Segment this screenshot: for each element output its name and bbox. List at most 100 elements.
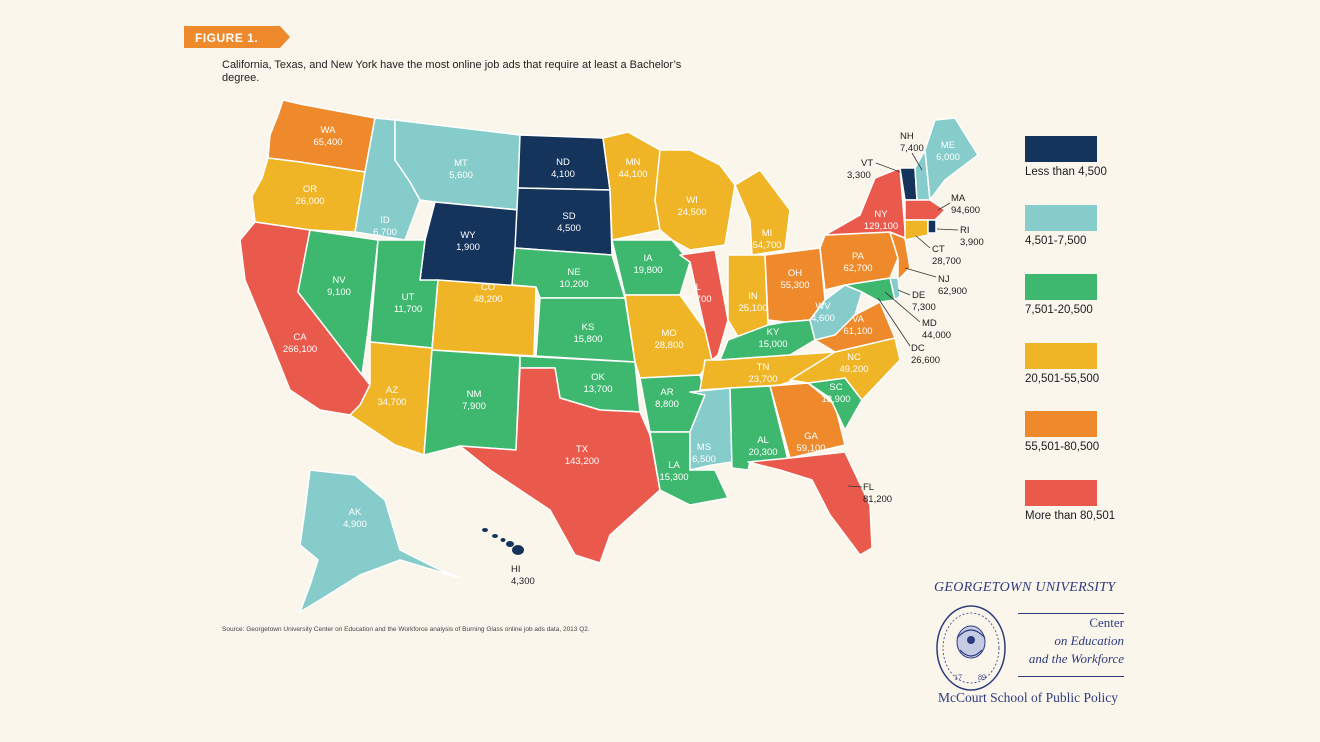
- leader-VT: [875, 162, 901, 173]
- label-OH: OH 55,300: [780, 268, 809, 291]
- label-SC: SC 13,900: [821, 382, 850, 405]
- label-NJ: NJ 62,900: [938, 274, 967, 297]
- seal-year-right: 89: [978, 673, 986, 682]
- legend-swatch: [1025, 136, 1097, 162]
- label-MD: MD 44,000: [922, 318, 951, 341]
- state-RI[interactable]: [927, 219, 937, 234]
- legend-item: More than 80,501: [1025, 480, 1165, 522]
- state-DE[interactable]: [889, 277, 901, 301]
- logo-rule-top: [1018, 613, 1124, 614]
- label-ND: ND 4,100: [551, 157, 575, 180]
- label-AR: AR 8,800: [655, 387, 679, 410]
- label-MO: MO 28,800: [654, 328, 683, 351]
- legend-item: Less than 4,500: [1025, 136, 1165, 178]
- label-MA: MA 94,600: [951, 193, 980, 216]
- figure-label: FIGURE 1.: [195, 31, 259, 45]
- leader-DC: [877, 297, 911, 347]
- label-DC: DC 26,600: [911, 343, 940, 366]
- state-CT[interactable]: [904, 219, 929, 241]
- label-KY: KY 15,000: [758, 327, 787, 350]
- label-VA: VA 61,100: [843, 314, 872, 337]
- legend-label: 7,501-20,500: [1025, 304, 1093, 316]
- leader-RI: [936, 228, 959, 231]
- label-NV: NV 9,100: [327, 275, 351, 298]
- label-CO: CO 48,200: [473, 282, 502, 305]
- state-IL[interactable]: [679, 249, 729, 361]
- label-KS: KS 15,800: [573, 322, 602, 345]
- source-note: Source: Georgetown University Center on …: [222, 626, 590, 633]
- leader-DE: [897, 289, 911, 296]
- state-AK[interactable]: [299, 469, 461, 613]
- legend-label: More than 80,501: [1025, 510, 1116, 522]
- legend-label: Less than 4,500: [1025, 166, 1107, 178]
- legend-item: 20,501-55,500: [1025, 343, 1165, 385]
- legend-swatch: [1025, 274, 1097, 300]
- georgetown-logo: GEORGETOWN UNIVERSITY 17 89 Center on Ed…: [934, 580, 1126, 705]
- university-seal-icon: 17 89: [936, 605, 1006, 691]
- label-ME: ME 6,000: [936, 140, 960, 163]
- state-HI[interactable]: [482, 528, 524, 555]
- leader-FL: [847, 485, 863, 488]
- label-MN: MN 44,100: [618, 157, 647, 180]
- legend-swatch: [1025, 411, 1097, 437]
- leader-NJ: [904, 267, 937, 278]
- seal-year-left: 17: [954, 673, 962, 682]
- leader-MA: [937, 202, 951, 211]
- label-MI: MI 54,700: [752, 228, 781, 251]
- label-HI: HI 4,300: [511, 564, 535, 587]
- label-PA: PA 62,700: [843, 251, 872, 274]
- state-IA[interactable]: [611, 239, 691, 296]
- state-GA[interactable]: [769, 382, 846, 459]
- label-AZ: AZ 34,700: [377, 385, 406, 408]
- figure-tag-shape: [184, 26, 290, 48]
- logo-rule-bottom: [1018, 676, 1124, 677]
- leader-NH: [911, 152, 923, 171]
- leader-MD: [884, 291, 921, 323]
- center-line-3: and the Workforce: [1028, 651, 1124, 666]
- center-line-1: Center: [1089, 615, 1124, 630]
- label-TN: TN 23,700: [748, 362, 777, 385]
- label-WY: WY 1,900: [456, 230, 480, 253]
- label-LA: LA 15,300: [659, 460, 688, 483]
- label-FL: FL 81,200: [863, 482, 892, 505]
- state-TX[interactable]: [459, 367, 661, 564]
- legend-swatch: [1025, 480, 1097, 506]
- label-NY: NY 129,100: [864, 209, 898, 232]
- legend-item: 4,501-7,500: [1025, 205, 1165, 247]
- center-line-2: on Education: [1054, 633, 1124, 648]
- label-CA: CA 266,100: [283, 332, 317, 355]
- label-MS: MS 6,500: [692, 442, 716, 465]
- state-WV[interactable]: [809, 284, 863, 341]
- label-NC: NC 49,200: [839, 352, 868, 375]
- label-ID: ID 6,700: [373, 215, 397, 238]
- label-OK: OK 13,700: [583, 372, 612, 395]
- label-VT: VT 3,300: [847, 158, 873, 181]
- label-WI: WI 24,500: [677, 195, 706, 218]
- chart-subtitle: California, Texas, and New York have the…: [222, 59, 682, 84]
- label-CT: CT 28,700: [932, 244, 961, 267]
- legend-swatch: [1025, 343, 1097, 369]
- label-UT: UT 11,700: [394, 292, 422, 315]
- figure-tag: [184, 26, 290, 48]
- state-FL[interactable]: [747, 451, 873, 556]
- state-MI[interactable]: [734, 169, 791, 256]
- label-NM: NM 7,900: [462, 389, 486, 412]
- label-WV: WV 4,600: [811, 301, 835, 324]
- state-WI[interactable]: [654, 149, 736, 251]
- label-MT: MT 5,600: [449, 158, 473, 181]
- us-map: WA 65,400 OR 26,000 CA 266,100 ID 6,700 NV 9,…: [239, 99, 984, 613]
- state-NV[interactable]: [297, 229, 379, 376]
- label-NE: NE 10,200: [559, 267, 588, 290]
- label-SD: SD 4,500: [557, 211, 581, 234]
- label-IN: IN 25,100: [738, 291, 767, 314]
- label-IA: IA 19,800: [633, 253, 662, 276]
- leader-CT: [915, 235, 931, 249]
- legend-item: 7,501-20,500: [1025, 274, 1165, 316]
- university-name: GEORGETOWN UNIVERSITY: [934, 580, 1116, 595]
- legend-label: 4,501-7,500: [1025, 235, 1087, 247]
- label-IL: IL 85,700: [682, 282, 711, 305]
- label-NH: NH 7,400: [900, 131, 924, 154]
- state-MA[interactable]: [904, 199, 946, 221]
- state-OR[interactable]: [251, 157, 366, 233]
- legend-label: 20,501-55,500: [1025, 373, 1100, 385]
